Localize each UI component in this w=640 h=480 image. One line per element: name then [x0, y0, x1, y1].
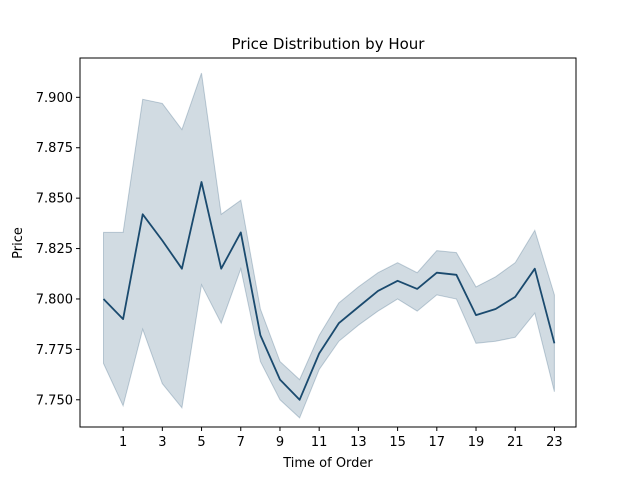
y-tick-label: 7.800: [36, 292, 73, 307]
x-tick-label: 3: [158, 435, 166, 450]
confidence-band: [103, 72, 555, 419]
x-tick-label: 5: [197, 435, 205, 450]
y-tick-label: 7.750: [36, 393, 73, 408]
y-tick-label: 7.825: [36, 242, 73, 257]
x-tick-label: 21: [507, 435, 524, 450]
x-axis-label: Time of Order: [282, 456, 373, 471]
x-tick-label: 15: [389, 435, 406, 450]
x-tick-label: 9: [276, 435, 284, 450]
y-tick-label: 7.900: [36, 91, 73, 106]
y-tick-label: 7.875: [36, 141, 73, 156]
x-tick-label: 11: [311, 435, 328, 450]
series-line: [102, 181, 556, 401]
y-axis: 7.750 7.775 7.800 7.825 7.850 7.875 7.900: [36, 91, 80, 408]
y-tick-label: 7.850: [36, 192, 73, 207]
plot-frame: [79, 57, 577, 428]
x-tick-label: 1: [119, 435, 127, 450]
x-axis: 1 3 5 7 9 11 13 15 17 19 21 23: [119, 427, 563, 450]
y-axis-label: Price: [11, 227, 26, 259]
x-tick-label: 17: [429, 435, 446, 450]
x-tick-label: 23: [546, 435, 563, 450]
x-tick-label: 13: [350, 435, 367, 450]
x-tick-label: 19: [468, 435, 485, 450]
x-tick-label: 7: [237, 435, 245, 450]
y-tick-label: 7.775: [36, 343, 73, 358]
chart-title: Price Distribution by Hour: [232, 35, 426, 53]
